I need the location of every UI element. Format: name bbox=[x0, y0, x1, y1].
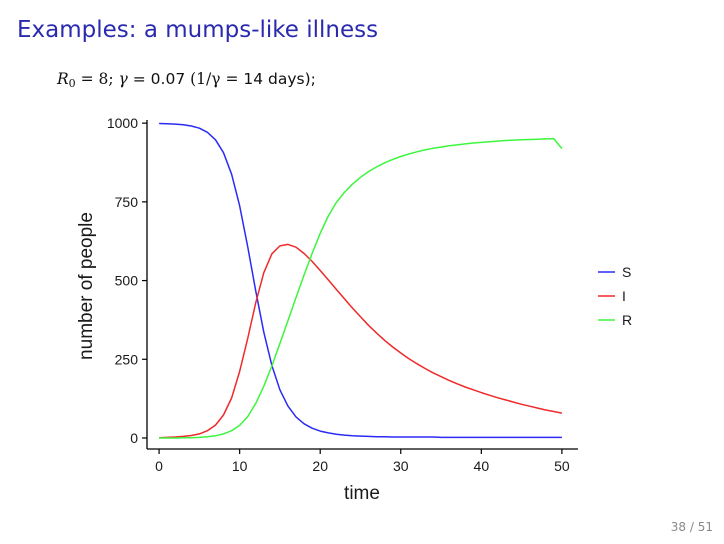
parameter-formula: R0 = 8; γ = 0.07 (1/γ = 14 days); bbox=[57, 70, 316, 90]
x-tick-label: 40 bbox=[474, 458, 490, 474]
y-tick-label: 250 bbox=[115, 351, 139, 367]
r-subscript: 0 bbox=[68, 77, 76, 90]
y-tick-label: 0 bbox=[130, 430, 138, 446]
inverse-value: 14 days); bbox=[243, 70, 316, 88]
x-tick-label: 10 bbox=[232, 458, 248, 474]
series-line-s bbox=[159, 122, 562, 439]
gamma-symbol: γ bbox=[118, 70, 128, 88]
y-tick-label: 750 bbox=[115, 194, 139, 210]
inverse-lhs: (1/γ = bbox=[190, 70, 239, 88]
x-tick-label: 50 bbox=[554, 458, 570, 474]
slide-title: Examples: a mumps-like illness bbox=[17, 17, 379, 43]
x-tick-label: 20 bbox=[312, 458, 328, 474]
x-axis-label: time bbox=[344, 483, 380, 504]
y-axis-label: number of people bbox=[76, 212, 97, 360]
r-symbol: R bbox=[57, 70, 69, 88]
gamma-value: = 0.07 bbox=[132, 70, 186, 88]
legend-label-s: S bbox=[622, 264, 631, 280]
y-tick-label: 500 bbox=[115, 273, 139, 289]
series-layer bbox=[159, 122, 563, 439]
legend-label-i: I bbox=[622, 288, 626, 304]
legend: SIR bbox=[598, 264, 632, 328]
y-tick-label: 1000 bbox=[107, 115, 138, 131]
x-tick-label: 0 bbox=[155, 458, 163, 474]
legend-label-r: R bbox=[622, 312, 632, 328]
axes-layer: 0 250 500 750 1000 0 10 20 30 40 50 bbox=[107, 115, 578, 474]
x-tick-label: 30 bbox=[393, 458, 409, 474]
r-value: = 8; bbox=[80, 70, 114, 88]
series-line-i bbox=[159, 243, 563, 439]
page-number: 38 / 51 bbox=[670, 520, 713, 534]
series-line-r bbox=[159, 137, 563, 439]
